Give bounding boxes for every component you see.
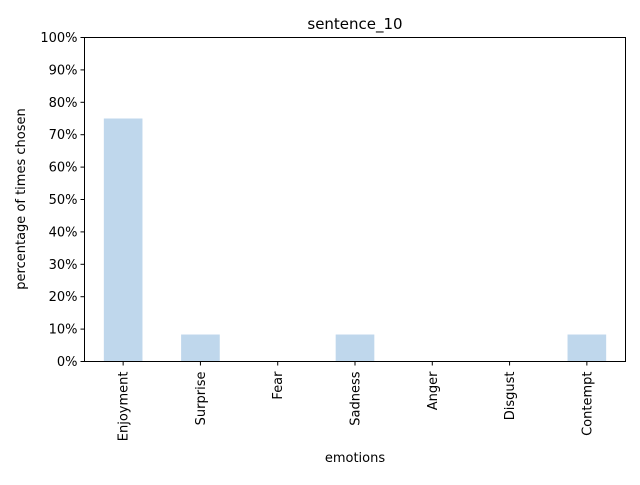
y-tick-label: 80% bbox=[49, 96, 78, 111]
y-tick-label: 90% bbox=[49, 63, 78, 78]
bar-surprise bbox=[181, 334, 220, 362]
y-tick-label: 10% bbox=[49, 323, 78, 338]
bar-sadness bbox=[335, 334, 375, 362]
plot-frame bbox=[84, 37, 626, 362]
bar-enjoyment bbox=[103, 118, 143, 362]
y-tick-label: 50% bbox=[49, 193, 78, 208]
plot-area bbox=[103, 118, 607, 362]
chart-title: sentence_10 bbox=[307, 15, 402, 34]
bar-contempt bbox=[567, 334, 607, 362]
x-tick-label: Enjoyment bbox=[117, 372, 132, 442]
y-axis: 0% 10% 20% 30% 40% 50% 60% 70% 80% 90% 100% bbox=[40, 31, 85, 370]
y-axis-title: percentage of times chosen bbox=[14, 108, 29, 289]
y-tick-label: 0% bbox=[57, 355, 78, 370]
x-tick-label: Sadness bbox=[349, 371, 364, 425]
x-tick-label: Disgust bbox=[503, 372, 518, 421]
y-tick-label: 20% bbox=[49, 290, 78, 305]
y-tick-label: 100% bbox=[40, 31, 77, 46]
y-tick-label: 30% bbox=[49, 258, 78, 273]
x-tick-label: Fear bbox=[271, 371, 286, 400]
x-axis-title: emotions bbox=[325, 451, 386, 466]
x-tick-label: Surprise bbox=[194, 372, 209, 426]
x-tick-label: Contempt bbox=[580, 372, 595, 436]
x-tick-label: Anger bbox=[426, 371, 441, 410]
y-tick-label: 60% bbox=[49, 161, 78, 176]
y-tick-label: 40% bbox=[49, 225, 78, 240]
x-axis: Enjoyment Surprise Fear Sadness Anger Disgust… bbox=[117, 361, 595, 442]
y-tick-label: 70% bbox=[49, 128, 78, 143]
